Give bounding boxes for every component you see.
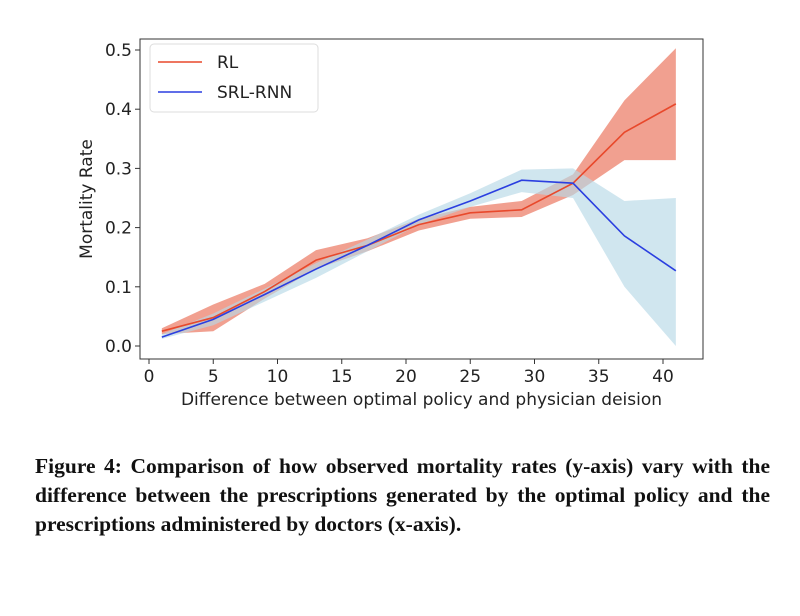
x-tick-label: 40 [652, 367, 674, 387]
legend: RL SRL-RNN [149, 43, 319, 113]
y-tick-label: 0.1 [105, 278, 132, 298]
mortality-rate-chart: 0 5 10 15 20 25 30 35 40 0.0 0.1 0.2 0.3 0.4 0.5 Diff… [77, 38, 704, 410]
figure-caption: Figure 4: Comparison of how observed mor… [35, 454, 770, 536]
x-tick-label: 25 [459, 367, 481, 387]
y-axis-label: Mortality Rate [77, 139, 97, 259]
line-rl [161, 103, 677, 332]
x-tick-label: 20 [395, 367, 417, 387]
y-tick-label: 0.5 [105, 41, 132, 61]
line-srl-rnn [161, 179, 677, 338]
x-tick-label: 10 [267, 367, 289, 387]
y-tick-label: 0.2 [105, 219, 132, 239]
series-lines [161, 103, 677, 338]
band-srl-rnn [161, 168, 676, 346]
legend-label-srl-rnn: SRL-RNN [217, 83, 292, 103]
x-tick-label: 0 [144, 367, 155, 387]
confidence-bands [161, 48, 676, 346]
y-axis-ticks: 0.0 0.1 0.2 0.3 0.4 0.5 [105, 41, 140, 357]
y-tick-label: 0.3 [105, 159, 132, 179]
x-axis-ticks: 0 5 10 15 20 25 30 35 40 [144, 359, 674, 387]
x-axis-label: Difference between optimal policy and ph… [181, 390, 662, 410]
x-tick-label: 5 [208, 367, 219, 387]
legend-label-rl: RL [217, 53, 239, 73]
legend-box [149, 43, 319, 113]
x-tick-label: 15 [331, 367, 353, 387]
y-tick-label: 0.4 [105, 100, 132, 120]
axes-frame [139, 38, 704, 360]
x-tick-label: 35 [588, 367, 610, 387]
x-tick-label: 30 [524, 367, 546, 387]
y-tick-label: 0.0 [105, 337, 132, 357]
